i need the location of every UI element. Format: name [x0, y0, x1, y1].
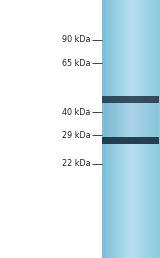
- Bar: [144, 0, 146, 258]
- Bar: [102, 96, 159, 103]
- Bar: [131, 0, 132, 258]
- Bar: [108, 0, 109, 258]
- Bar: [151, 0, 153, 258]
- Bar: [156, 0, 157, 258]
- Bar: [159, 0, 160, 258]
- Bar: [154, 0, 156, 258]
- Text: 65 kDa: 65 kDa: [62, 59, 90, 68]
- Bar: [132, 0, 134, 258]
- Bar: [141, 0, 143, 258]
- Text: 29 kDa: 29 kDa: [62, 131, 90, 140]
- Bar: [128, 0, 129, 258]
- Bar: [112, 0, 113, 258]
- Bar: [140, 0, 141, 258]
- Bar: [122, 0, 124, 258]
- Bar: [110, 0, 112, 258]
- Bar: [138, 0, 140, 258]
- Bar: [119, 0, 121, 258]
- Bar: [147, 0, 148, 258]
- Bar: [126, 0, 128, 258]
- Bar: [150, 0, 151, 258]
- Text: 22 kDa: 22 kDa: [62, 159, 90, 168]
- Bar: [143, 0, 144, 258]
- Bar: [115, 0, 116, 258]
- Bar: [135, 0, 137, 258]
- Bar: [145, 0, 147, 258]
- Bar: [102, 137, 159, 144]
- Bar: [157, 0, 159, 258]
- Bar: [116, 0, 118, 258]
- Bar: [148, 0, 150, 258]
- Bar: [121, 0, 122, 258]
- Text: 90 kDa: 90 kDa: [62, 36, 90, 44]
- Bar: [134, 0, 135, 258]
- Bar: [103, 0, 105, 258]
- Bar: [118, 0, 119, 258]
- Bar: [137, 0, 138, 258]
- Bar: [102, 0, 103, 258]
- Bar: [113, 0, 115, 258]
- Text: 40 kDa: 40 kDa: [62, 108, 90, 117]
- Bar: [104, 103, 158, 137]
- Bar: [153, 0, 154, 258]
- Bar: [109, 0, 111, 258]
- Bar: [106, 0, 108, 258]
- Bar: [124, 0, 125, 258]
- Bar: [125, 0, 127, 258]
- Bar: [129, 0, 131, 258]
- Bar: [104, 0, 106, 258]
